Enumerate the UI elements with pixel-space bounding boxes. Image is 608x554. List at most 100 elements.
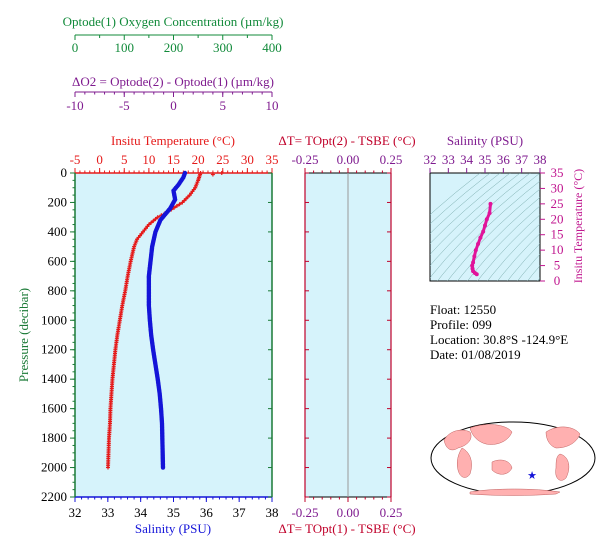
temperature-tick-label: 30 [241,152,254,167]
delta-o2-tick-label: -10 [66,98,83,113]
temperature-tick-label: 15 [167,152,180,167]
delta-t-top-tick-label: 0.00 [337,152,360,167]
ts-point [483,223,487,228]
temperature-surface-point [219,171,224,175]
ts-temperature-label: Insitu Temperature (°C) [571,169,585,283]
density-contour [477,214,540,281]
world-map-inset: ★ [430,421,596,496]
ts-point [472,254,477,259]
profile-series [105,170,224,470]
density-contour [430,173,540,279]
ts-temp-tick-label: 35 [551,165,564,180]
density-contour [507,243,540,281]
delta-o2-axis-label: ΔO2 = Optode(2) - Optode(1) (µm/kg) [72,74,274,89]
ts-temp-tick-label: 0 [554,273,561,288]
oxygen-tick-label: 0 [72,40,79,55]
pressure-tick-label: 1000 [41,312,67,327]
ts-salinity-tick-label: 37 [515,152,529,167]
pressure-tick-label: 2000 [41,460,67,475]
ts-point [488,201,493,206]
delta-o2-tick-label: -5 [119,98,130,113]
temperature-point [180,200,185,205]
delta-o2-axis: -10 -5 0 5 10 [66,91,279,113]
profile-number: Profile: 099 [430,317,492,332]
oxygen-tick-label: 400 [262,40,282,55]
salinity-point [160,465,166,470]
temperature-tick-label: 10 [142,152,155,167]
salinity-tick-label: 38 [266,505,279,520]
landmass-north-america [545,426,581,449]
density-contour [430,173,511,244]
density-contour [537,277,540,281]
delta-t-bottom-label: ΔT= TOpt(1) - TSBE (°C) [278,521,415,536]
delta-o2-tick-label: 5 [220,98,227,113]
density-contour [430,173,491,225]
ts-point [484,217,489,222]
ts-temp-tick-label: 10 [551,242,564,257]
density-contour [430,173,481,216]
salinity-tick-label: 37 [233,505,247,520]
ts-temp-tick-label: 30 [551,180,564,195]
delta-o2-tick-label: 10 [266,98,279,113]
temperature-point [155,215,160,220]
temperature-point [174,203,179,208]
oxygen-tick-label: 200 [164,40,184,55]
delta-t-bottom-tick-label: 0.25 [380,505,403,520]
salinity-tick-label: 33 [101,505,114,520]
ts-temp-tick-label: 25 [551,196,564,211]
oxygen-axis: 0 100 200 300 400 [72,34,282,55]
ts-temp-tick-label: 20 [551,211,564,226]
temperature-surface-point [210,172,215,177]
float-location-marker: ★ [527,470,537,482]
salinity-axis-label: Salinity (PSU) [135,521,211,536]
temperature-axis-label: Insitu Temperature (°C) [111,133,235,148]
ts-salinity-tick-label: 38 [534,152,547,167]
temperature-point [153,217,158,222]
landmass-asia [469,424,513,445]
pressure-tick-label: 1600 [41,401,67,416]
pressure-tick-label: 1200 [41,342,67,357]
landmass-south-america [555,453,570,481]
ts-point [474,272,479,277]
pressure-tick-label: 200 [48,194,68,209]
ts-temp-tick-label: 5 [554,258,561,273]
temperature-tick-label: -5 [70,152,81,167]
ts-point [487,211,492,216]
pressure-axis-label: Pressure (decibar) [16,288,31,382]
ts-salinity-tick-label: 32 [424,152,437,167]
date: Date: 01/08/2019 [430,347,521,362]
density-contour [457,196,540,281]
ts-salinity-label: Salinity (PSU) [447,133,523,148]
pressure-tick-label: 0 [61,165,68,180]
pressure-tick-label: 400 [48,224,68,239]
delta-t-bottom-tick-label: 0.00 [337,505,360,520]
delta-t-top-tick-label: -0.25 [291,152,318,167]
ts-salinity-tick-label: 33 [442,152,455,167]
temperature-tick-label: 20 [192,152,205,167]
ts-point [473,248,478,253]
temperature-tick-label: 25 [216,152,229,167]
temperature-point [149,220,154,225]
profile-plot-background [74,172,273,498]
salinity-tick-label: 32 [69,505,82,520]
oxygen-axis-label: Optode(1) Oxygen Concentration (µm/kg) [63,14,284,29]
delta-t-top-label: ΔT= TOpt(2) - TSBE (°C) [278,133,415,148]
density-contour [467,205,540,281]
float-id: Float: 12550 [430,302,497,317]
landmass-africa-south [456,447,472,478]
landmass-antarctica [469,488,561,496]
density-contour [437,180,540,281]
temperature-tick-label: 35 [266,152,279,167]
ts-salinity-tick-label: 34 [460,152,474,167]
pressure-tick-label: 1400 [41,371,67,386]
ts-point [471,260,476,265]
temperature-point [105,465,110,470]
ts-temp-tick-label: 15 [551,227,564,242]
pressure-tick-label: 600 [48,253,68,268]
density-contour [527,265,540,281]
pressure-tick-label: 800 [48,283,68,298]
oxygen-tick-label: 100 [115,40,135,55]
oxygen-tick-label: 300 [213,40,233,55]
